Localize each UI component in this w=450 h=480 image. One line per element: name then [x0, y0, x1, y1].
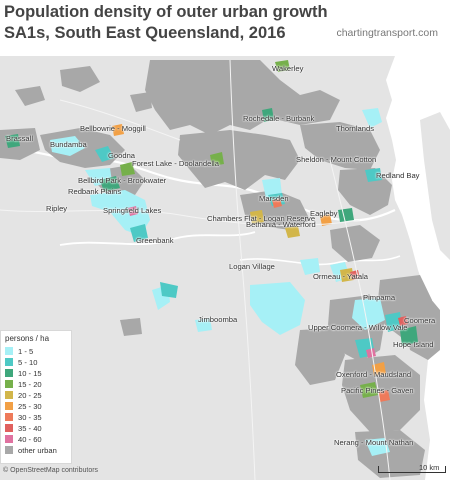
header: Population density of outer urban growth… [0, 0, 450, 56]
place-label: Wakerley [272, 64, 304, 73]
legend-label: 1 - 5 [18, 347, 34, 356]
legend-swatch [5, 380, 13, 388]
legend-item: 30 - 35 [5, 413, 42, 423]
place-label: Coomera [404, 316, 436, 325]
river [239, 255, 401, 266]
legend-item: 25 - 30 [5, 402, 42, 412]
place-label: Marsden [259, 194, 289, 203]
legend-label: 25 - 30 [18, 402, 42, 411]
place-label: Nerang - Mount Nathan [334, 438, 414, 447]
legend-swatch [5, 358, 13, 366]
place-label: Upper Coomera - Willow Vale [308, 323, 408, 332]
legend-swatch [5, 402, 13, 410]
place-label: Rochedale - Burbank [243, 114, 315, 123]
place-label: Logan Village [229, 262, 275, 271]
legend-swatch [5, 413, 13, 421]
place-label: Thornlands [336, 124, 374, 133]
water-island [420, 112, 450, 260]
legend-label: other urban [18, 446, 57, 455]
place-label: Bethania - Waterford [246, 220, 316, 229]
legend-item: 20 - 25 [5, 391, 42, 401]
legend-item: 40 - 60 [5, 435, 42, 445]
site-credit: chartingtransport.com [336, 27, 438, 39]
legend: persons / ha 1 - 5 5 - 10 10 - 15 15 - 2… [0, 330, 72, 464]
place-label: Springfield Lakes [103, 206, 162, 215]
legend-label: 20 - 25 [18, 391, 42, 400]
legend-swatch [5, 347, 13, 355]
map-layer [0, 56, 450, 480]
place-label: Ormeau - Yatala [313, 272, 369, 281]
legend-swatch [5, 446, 13, 454]
place-label: Forest Lake - Doolandella [132, 159, 219, 168]
legend-title: persons / ha [5, 334, 50, 343]
legend-label: 40 - 60 [18, 435, 42, 444]
roads [0, 59, 391, 480]
legend-swatch [5, 435, 13, 443]
legend-item: 1 - 5 [5, 347, 33, 357]
map-title: Population density of outer urban growth… [4, 3, 328, 42]
legend-item: 35 - 40 [5, 424, 42, 434]
legend-swatch [5, 391, 13, 399]
map-canvas[interactable]: Wakerley Rochedale - Burbank Thornlands … [0, 56, 450, 480]
legend-label: 5 - 10 [18, 358, 38, 367]
legend-label: 30 - 35 [18, 413, 42, 422]
place-label: Redbank Plains [68, 187, 122, 196]
place-label: Pacific Pines - Gaven [341, 386, 414, 395]
place-label: Bellbowrie - Moggill [80, 124, 146, 133]
place-label: Brassall [6, 134, 34, 143]
place-label: Jimboomba [198, 315, 238, 324]
legend-item: other urban [5, 446, 57, 456]
scale-bar [378, 466, 446, 473]
place-label: Redland Bay [376, 171, 420, 180]
osm-attribution[interactable]: © OpenStreetMap contributors [3, 467, 99, 474]
place-label: Hope Island [393, 340, 434, 349]
scale-label: 10 km [419, 463, 440, 472]
place-label: Goodna [108, 151, 136, 160]
place-label: Chambers Flat - Logan Reserve [207, 214, 316, 223]
river [59, 231, 256, 246]
place-label: Bellbird Park - Brookwater [78, 176, 167, 185]
legend-item: 10 - 15 [5, 369, 42, 379]
legend-label: 35 - 40 [18, 424, 42, 433]
legend-swatch [5, 369, 13, 377]
legend-swatch [5, 424, 13, 432]
place-label: Pimpama [363, 293, 396, 302]
place-label: Eagleby [310, 209, 338, 218]
legend-item: 5 - 10 [5, 358, 37, 368]
legend-item: 15 - 20 [5, 380, 42, 390]
place-label: Sheldon - Mount Cotton [296, 155, 377, 164]
legend-label: 15 - 20 [18, 380, 42, 389]
place-label: Oxenford - Maudsland [336, 370, 412, 379]
place-label: Bundamba [50, 140, 87, 149]
legend-label: 10 - 15 [18, 369, 42, 378]
place-label: Ripley [46, 204, 68, 213]
place-label: Greenbank [136, 236, 174, 245]
